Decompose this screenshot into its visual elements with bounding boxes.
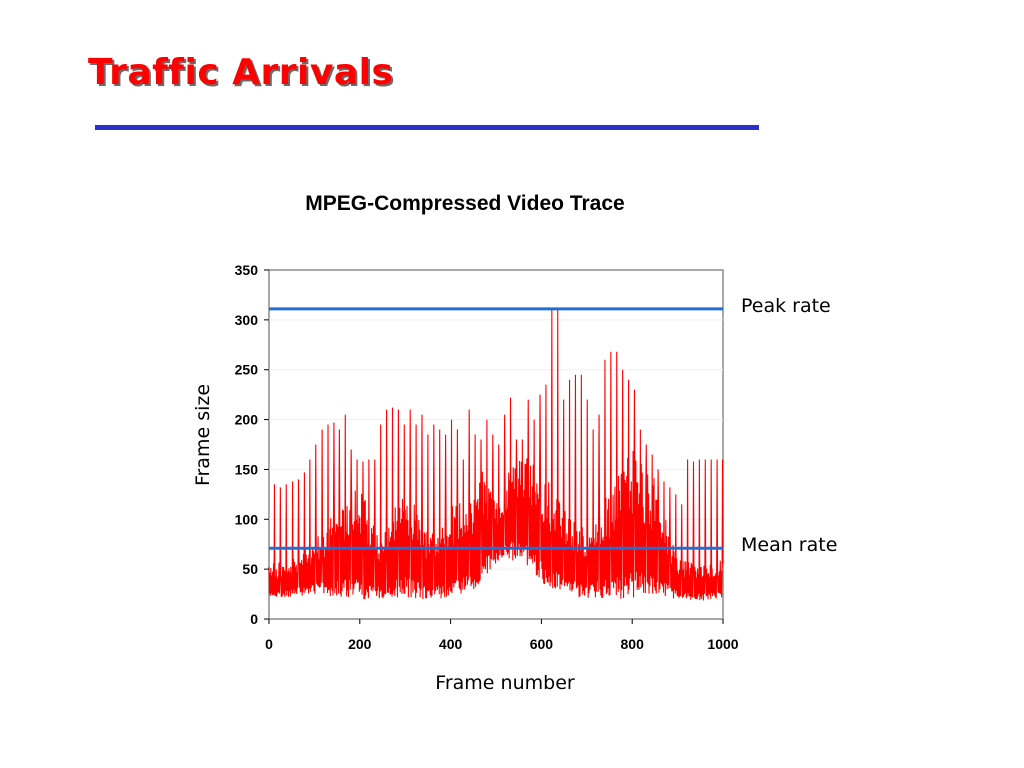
peak-rate-label: Peak rate [741,294,831,317]
video-trace-line [268,309,724,601]
title-underline [95,125,759,130]
x-tick-label: 200 [348,636,372,652]
trace-series [268,309,724,601]
x-tick-label: 0 [265,636,273,652]
y-tick-label: 350 [235,262,259,278]
y-axis-ticks: 0 50 100 150 200 250 300 350 [235,262,269,627]
y-tick-label: 200 [235,412,259,428]
y-tick-label: 100 [235,511,259,527]
y-tick-label: 250 [235,362,259,378]
slide-title: Traffic Arrivals [88,52,394,93]
x-axis-label: Frame number [435,672,575,694]
reference-lines [269,307,723,550]
chart-title: MPEG-Compressed Video Trace [305,192,625,215]
x-tick-label: 600 [530,636,554,652]
y-axis-label: Frame size [192,383,214,487]
y-tick-label: 0 [250,611,258,627]
x-tick-label: 400 [439,636,463,652]
y-tick-label: 50 [242,561,258,577]
x-tick-label: 800 [621,636,645,652]
x-tick-label: 1000 [707,636,738,652]
y-tick-label: 150 [235,461,259,477]
x-axis-ticks: 0 200 400 600 800 1000 [265,619,739,652]
mean-rate-label: Mean rate [741,534,838,557]
y-tick-label: 300 [235,312,259,328]
